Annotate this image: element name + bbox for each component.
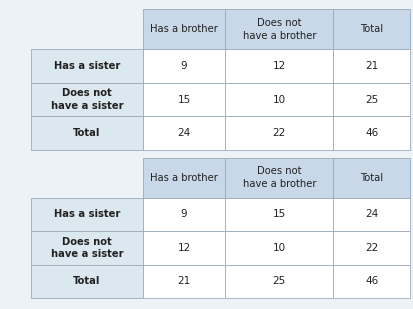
Bar: [332, 49, 409, 83]
Text: Has a sister: Has a sister: [54, 61, 120, 71]
Text: 9: 9: [180, 210, 187, 219]
Bar: [332, 265, 409, 298]
Text: 10: 10: [272, 95, 285, 105]
Bar: [142, 9, 225, 49]
Bar: [225, 198, 332, 231]
Text: Total: Total: [73, 277, 100, 286]
Bar: [31, 49, 142, 83]
Text: Does not
have a sister: Does not have a sister: [50, 237, 123, 259]
Text: 24: 24: [177, 128, 190, 138]
Bar: [225, 9, 332, 49]
Bar: [31, 198, 142, 231]
Text: Does not
have a sister: Does not have a sister: [50, 88, 123, 111]
Text: 46: 46: [364, 277, 377, 286]
Bar: [142, 158, 225, 198]
Text: 12: 12: [177, 243, 190, 253]
Bar: [225, 49, 332, 83]
Text: 10: 10: [272, 243, 285, 253]
Text: Total: Total: [73, 128, 100, 138]
Text: 21: 21: [364, 61, 377, 71]
Text: Does not
have a brother: Does not have a brother: [242, 18, 316, 40]
Bar: [142, 231, 225, 265]
Bar: [142, 116, 225, 150]
Text: Has a sister: Has a sister: [54, 210, 120, 219]
Bar: [31, 265, 142, 298]
Text: 15: 15: [272, 210, 285, 219]
Text: 24: 24: [364, 210, 377, 219]
Bar: [142, 265, 225, 298]
Bar: [225, 265, 332, 298]
Bar: [31, 231, 142, 265]
Text: Total: Total: [359, 24, 382, 34]
Bar: [142, 83, 225, 116]
Bar: [332, 9, 409, 49]
Text: 46: 46: [364, 128, 377, 138]
Text: 22: 22: [272, 128, 285, 138]
Bar: [332, 116, 409, 150]
Bar: [225, 158, 332, 198]
Bar: [31, 9, 142, 49]
Bar: [31, 158, 142, 198]
Text: 9: 9: [180, 61, 187, 71]
Bar: [332, 158, 409, 198]
Text: Has a brother: Has a brother: [150, 173, 218, 183]
Text: 22: 22: [364, 243, 377, 253]
Text: Has a brother: Has a brother: [150, 24, 218, 34]
Bar: [31, 116, 142, 150]
Text: 12: 12: [272, 61, 285, 71]
Bar: [332, 83, 409, 116]
Text: 15: 15: [177, 95, 190, 105]
Bar: [31, 83, 142, 116]
Bar: [332, 198, 409, 231]
Text: 21: 21: [177, 277, 190, 286]
Text: 25: 25: [364, 95, 377, 105]
Bar: [142, 198, 225, 231]
Text: Total: Total: [359, 173, 382, 183]
Bar: [332, 231, 409, 265]
Bar: [225, 83, 332, 116]
Text: Does not
have a brother: Does not have a brother: [242, 167, 316, 189]
Bar: [225, 116, 332, 150]
Bar: [225, 231, 332, 265]
Bar: [142, 49, 225, 83]
Text: 25: 25: [272, 277, 285, 286]
